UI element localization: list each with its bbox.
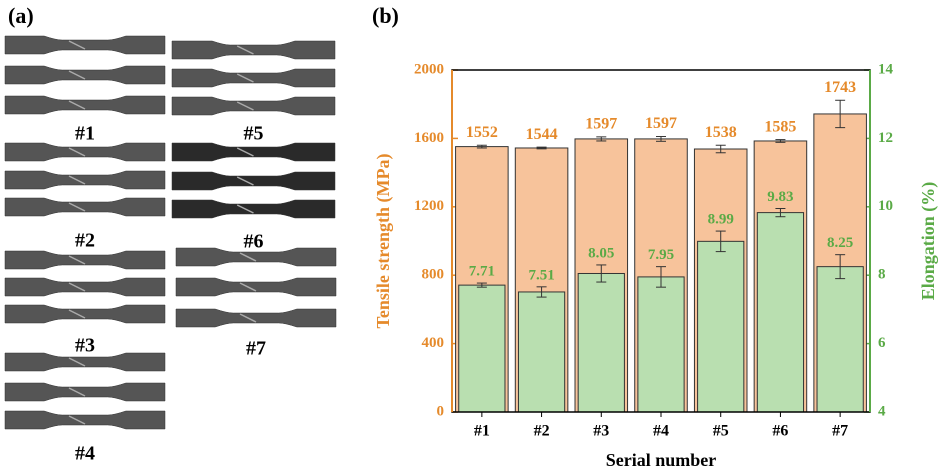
specimen-label: #7 <box>246 338 266 360</box>
value-label: 7.95 <box>648 247 674 263</box>
value-label: 1538 <box>705 124 737 141</box>
y2-tick-label: 10 <box>878 198 893 214</box>
y2-tick-label: 4 <box>878 403 886 419</box>
specimen <box>172 97 335 115</box>
specimen-label: #3 <box>75 335 95 357</box>
specimen <box>5 171 165 189</box>
y2-tick-label: 6 <box>878 335 886 351</box>
specimen <box>5 411 165 429</box>
specimen <box>5 198 165 216</box>
value-label: 1544 <box>526 126 558 143</box>
specimen-photos: #1 #2 #3 #4 #5 #6 #7 <box>5 36 336 465</box>
bar <box>817 267 863 412</box>
y-tick-label: 800 <box>422 267 445 283</box>
specimen <box>172 143 335 161</box>
specimen <box>176 309 336 327</box>
value-label: 8.05 <box>588 245 614 261</box>
panel-label: (a) <box>8 3 34 28</box>
specimen <box>172 200 335 218</box>
y2-tick-label: 14 <box>878 61 894 77</box>
specimen <box>172 41 335 59</box>
x-tick-label: #7 <box>832 423 848 440</box>
value-label: 1597 <box>585 116 617 133</box>
specimen <box>5 305 165 323</box>
bar <box>698 241 744 412</box>
x-tick-label: #6 <box>772 423 788 440</box>
x-axis-label: Serial number <box>606 450 717 470</box>
value-label: 1597 <box>645 115 677 132</box>
specimen <box>5 251 165 269</box>
specimen-label: #4 <box>75 443 95 465</box>
specimen <box>176 278 336 296</box>
value-label: 1552 <box>466 124 498 141</box>
bar <box>518 292 564 412</box>
y-tick-label: 1200 <box>414 198 444 214</box>
value-label: 1743 <box>824 79 856 96</box>
specimen-label: #1 <box>75 123 95 145</box>
value-label: 8.99 <box>708 212 734 228</box>
value-label: 9.83 <box>767 189 793 205</box>
value-label: 7.51 <box>528 267 554 283</box>
specimen <box>5 96 165 114</box>
specimen-label: #2 <box>75 230 95 252</box>
y-axis-label: Tensile strength (MPa) <box>373 154 394 329</box>
x-tick-label: #5 <box>713 423 729 440</box>
figure: (a) (b) #1 #2 #3 #4 #5 #6 #7 0 400 800 1200 1600 20… <box>0 0 951 476</box>
y-tick-label: 0 <box>437 403 445 419</box>
specimen <box>172 69 335 87</box>
y2-tick-label: 8 <box>878 267 886 283</box>
x-tick-label: #2 <box>534 423 550 440</box>
specimen-label: #6 <box>244 231 264 253</box>
specimen <box>172 172 335 190</box>
y2-axis-label: Elongation (%) <box>918 182 939 301</box>
value-label: 8.25 <box>827 235 853 251</box>
y-tick-label: 2000 <box>414 61 444 77</box>
x-tick-label: #4 <box>653 423 669 440</box>
bar <box>757 213 803 412</box>
value-label: 7.71 <box>469 264 495 280</box>
y-tick-label: 1600 <box>414 130 444 146</box>
specimen <box>5 36 165 54</box>
x-tick-label: #3 <box>593 423 609 440</box>
bar <box>578 273 624 412</box>
specimen <box>5 383 165 401</box>
bar <box>459 285 505 412</box>
y2-tick-label: 12 <box>878 130 893 146</box>
bar <box>638 277 684 412</box>
specimen <box>5 66 165 84</box>
specimen <box>5 278 165 296</box>
panel-label: (b) <box>372 3 399 28</box>
specimen-label: #5 <box>244 123 264 145</box>
value-label: 1585 <box>764 118 796 135</box>
specimen <box>5 143 165 161</box>
x-tick-label: #1 <box>474 423 490 440</box>
y-tick-label: 400 <box>422 335 445 351</box>
